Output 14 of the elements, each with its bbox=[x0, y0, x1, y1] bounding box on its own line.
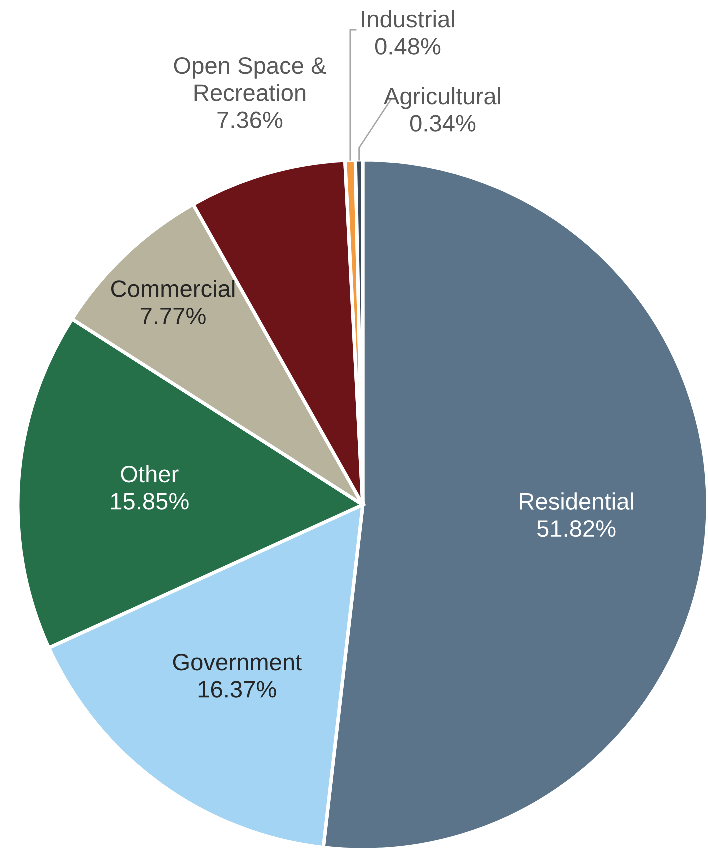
slice-label: Open Space & Recreation bbox=[174, 57, 326, 102]
slice-label: Residential bbox=[520, 492, 634, 510]
data-label: 51.82% bbox=[537, 520, 616, 538]
slice-label: Government bbox=[173, 654, 302, 671]
data-label: 7.77% bbox=[140, 308, 206, 324]
slice-label: Commercial bbox=[111, 280, 235, 298]
data-label: 16.37% bbox=[198, 681, 276, 698]
data-label: 0.34% bbox=[410, 115, 476, 132]
data-label: 15.85% bbox=[111, 493, 189, 510]
data-label: 7.36% bbox=[218, 112, 283, 128]
slice-label: Agricultural bbox=[384, 87, 500, 110]
data-label: 0.48% bbox=[375, 38, 441, 55]
slice-label: Other bbox=[121, 465, 179, 483]
slice-label: Industrial bbox=[362, 10, 454, 28]
